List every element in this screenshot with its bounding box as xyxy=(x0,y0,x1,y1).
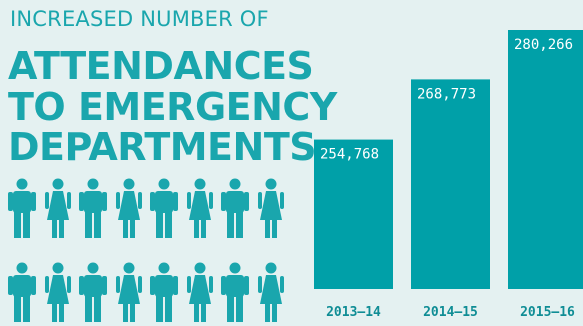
woman-icon xyxy=(115,178,143,238)
title-line-departments: DEPARTMENTS xyxy=(8,125,317,169)
man-icon xyxy=(221,178,249,238)
bar-value-label: 254,768 xyxy=(320,147,379,163)
bar-2014–15 xyxy=(411,79,490,289)
people-row-bottom xyxy=(8,262,284,322)
category-label: 2013–14 xyxy=(326,305,381,320)
man-icon xyxy=(79,178,107,238)
subtitle: INCREASED NUMBER OF xyxy=(10,7,269,31)
man-icon xyxy=(221,262,249,322)
title-line-attendances: ATTENDANCES xyxy=(8,44,314,88)
woman-icon xyxy=(44,178,72,238)
people-row-top xyxy=(8,178,284,238)
man-icon xyxy=(8,262,36,322)
bar-2013–14 xyxy=(314,139,393,289)
man-icon xyxy=(150,178,178,238)
category-label: 2014–15 xyxy=(423,305,478,320)
bar-value-label: 268,773 xyxy=(417,86,476,102)
woman-icon xyxy=(115,262,143,322)
woman-icon xyxy=(257,262,285,322)
title-line-to-emergency: TO EMERGENCY xyxy=(8,85,337,129)
woman-icon xyxy=(44,262,72,322)
woman-icon xyxy=(186,262,214,322)
man-icon xyxy=(150,262,178,322)
man-icon xyxy=(79,262,107,322)
bar-value-label: 280,266 xyxy=(514,37,573,53)
woman-icon xyxy=(257,178,285,238)
man-icon xyxy=(8,178,36,238)
woman-icon xyxy=(186,178,214,238)
category-label: 2015–16 xyxy=(520,305,575,320)
bar-2015–16 xyxy=(508,30,583,289)
